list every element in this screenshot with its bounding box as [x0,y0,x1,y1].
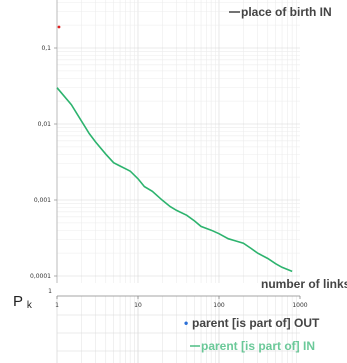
red-marker-dot [57,25,61,29]
top-y-ticks: 0,1 0,01 0,001 0,0001 [30,45,57,280]
bottom-xtick-label: 1000 [292,302,307,309]
bottom-panel: 1 10 100 1000 1 P k • parent [is part of] O… [13,288,320,363]
bottom-ytick-label-1: 1 [48,288,52,295]
legend-top: place of birth IN [229,5,332,19]
legend-top-label: place of birth IN [241,5,332,19]
y-axis-label-main: P [13,293,23,310]
legend-mid: • parent [is part of] OUT [184,316,320,330]
legend-bottom: parent [is part of] IN [190,339,315,353]
legend-mid-marker: • [184,316,188,330]
top-ytick-label: 0,0001 [30,273,51,280]
top-plot-area [57,0,307,283]
bottom-grid [56,296,300,363]
top-ytick-label: 0,1 [41,45,51,52]
top-ytick-label: 0,001 [34,197,51,204]
x-axis-label: number of links [261,277,347,291]
legend-mid-label: parent [is part of] OUT [192,316,320,330]
y-axis-label: P k [13,293,33,311]
top-panel: 0,1 0,01 0,001 0,0001 place of birth IN num… [30,0,347,291]
bottom-xtick-label: 10 [134,302,142,309]
top-grid [56,0,300,283]
bottom-x-ticks: 1 10 100 1000 [55,296,308,309]
top-ytick-label: 0,01 [38,121,52,128]
legend-bottom-label: parent [is part of] IN [201,339,315,353]
y-axis-label-sub: k [27,300,33,311]
bottom-xtick-label: 1 [55,302,59,309]
series-line-place-of-birth-in [56,87,293,273]
bottom-xtick-label: 100 [213,302,225,309]
